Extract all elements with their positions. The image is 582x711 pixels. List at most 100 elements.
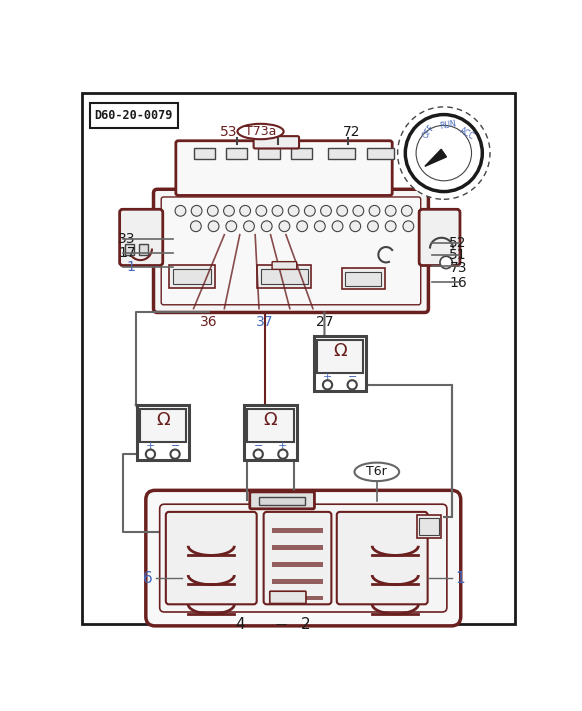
Circle shape	[190, 221, 201, 232]
FancyBboxPatch shape	[161, 197, 421, 305]
Text: 53: 53	[219, 124, 237, 139]
Bar	[257, 264, 311, 288]
Circle shape	[223, 205, 235, 216]
FancyBboxPatch shape	[159, 504, 447, 612]
Text: −: −	[347, 372, 357, 382]
Bar	[259, 497, 305, 505]
Text: 52: 52	[449, 236, 467, 250]
Text: 1: 1	[127, 260, 136, 274]
Circle shape	[416, 125, 471, 181]
Circle shape	[261, 221, 272, 232]
Bar	[328, 149, 355, 159]
Bar	[272, 562, 323, 567]
Bar	[290, 149, 312, 159]
Text: Ω: Ω	[156, 411, 169, 429]
FancyBboxPatch shape	[176, 141, 392, 196]
FancyBboxPatch shape	[272, 262, 297, 269]
FancyBboxPatch shape	[270, 592, 306, 604]
Circle shape	[314, 221, 325, 232]
Bar	[226, 149, 247, 159]
Text: 27: 27	[315, 316, 333, 329]
Bar	[419, 518, 439, 535]
Circle shape	[398, 107, 490, 199]
Text: ACC: ACC	[458, 126, 476, 141]
Bar	[139, 244, 148, 255]
Circle shape	[254, 449, 263, 459]
Circle shape	[347, 380, 357, 390]
Bar	[345, 272, 381, 286]
FancyBboxPatch shape	[337, 512, 428, 604]
Text: −: −	[171, 442, 180, 451]
Circle shape	[240, 205, 250, 216]
Circle shape	[402, 205, 412, 216]
Text: 16: 16	[449, 276, 467, 290]
Circle shape	[304, 205, 315, 216]
Text: Ω: Ω	[264, 411, 278, 429]
Circle shape	[278, 449, 288, 459]
FancyBboxPatch shape	[264, 512, 331, 604]
Bar	[272, 596, 323, 601]
Circle shape	[171, 449, 180, 459]
Text: RUN: RUN	[439, 119, 457, 132]
Bar	[125, 244, 134, 255]
Circle shape	[368, 221, 378, 232]
Ellipse shape	[354, 463, 399, 481]
Text: 51: 51	[449, 247, 467, 262]
Circle shape	[323, 380, 332, 390]
Text: 72: 72	[343, 124, 360, 139]
Bar	[314, 336, 366, 391]
Circle shape	[405, 114, 482, 191]
FancyBboxPatch shape	[250, 492, 314, 509]
Text: +: +	[146, 442, 155, 451]
Circle shape	[321, 205, 331, 216]
Bar	[317, 340, 363, 373]
FancyBboxPatch shape	[146, 491, 461, 626]
Bar	[417, 515, 442, 538]
Circle shape	[175, 205, 186, 216]
Text: 33: 33	[118, 232, 136, 246]
Text: 6: 6	[143, 571, 152, 586]
Bar	[258, 149, 280, 159]
Circle shape	[256, 205, 267, 216]
Bar	[194, 149, 215, 159]
Bar	[261, 269, 307, 284]
Text: 2: 2	[300, 617, 310, 632]
Circle shape	[403, 221, 414, 232]
Bar	[272, 545, 323, 550]
Text: 1: 1	[455, 571, 465, 586]
Bar	[140, 410, 186, 442]
Text: D60-20-0079: D60-20-0079	[94, 109, 173, 122]
FancyBboxPatch shape	[154, 189, 428, 312]
Circle shape	[226, 221, 237, 232]
FancyBboxPatch shape	[120, 209, 163, 265]
Circle shape	[440, 256, 452, 269]
Circle shape	[244, 221, 254, 232]
Circle shape	[191, 205, 202, 216]
Text: 36: 36	[200, 316, 218, 329]
Circle shape	[297, 221, 307, 232]
Circle shape	[146, 449, 155, 459]
Circle shape	[353, 205, 364, 216]
Circle shape	[208, 221, 219, 232]
Circle shape	[337, 205, 347, 216]
Text: T6r: T6r	[367, 466, 387, 479]
Bar	[244, 405, 297, 460]
Circle shape	[385, 205, 396, 216]
Circle shape	[272, 205, 283, 216]
Bar	[169, 264, 215, 288]
Text: OFF: OFF	[421, 123, 436, 140]
Text: 73: 73	[449, 261, 467, 275]
Bar	[272, 579, 323, 584]
Circle shape	[207, 205, 218, 216]
Text: +: +	[323, 372, 332, 382]
Polygon shape	[425, 149, 446, 166]
FancyBboxPatch shape	[254, 136, 299, 149]
Text: +: +	[278, 442, 288, 451]
Text: −: −	[254, 442, 263, 451]
Bar	[342, 268, 385, 289]
FancyBboxPatch shape	[166, 512, 257, 604]
FancyBboxPatch shape	[419, 209, 460, 265]
Circle shape	[332, 221, 343, 232]
Bar	[90, 103, 178, 128]
Bar	[173, 269, 211, 284]
